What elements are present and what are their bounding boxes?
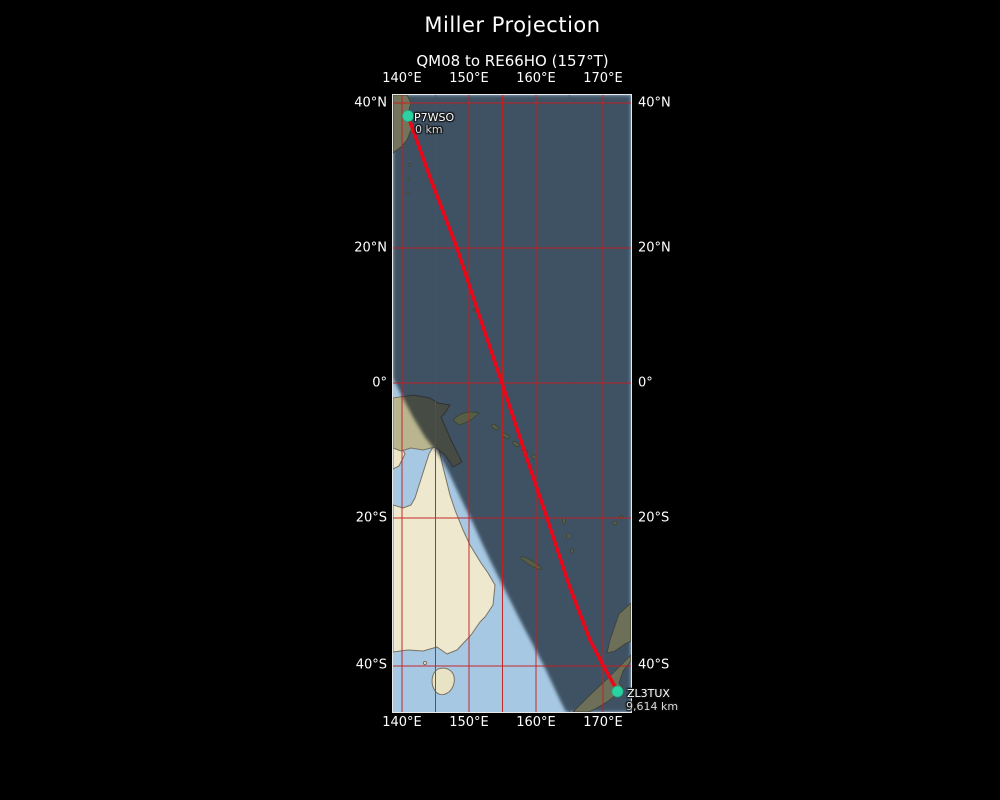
start-marker-callsign: P7WSO <box>414 111 455 124</box>
route-line <box>406 114 620 694</box>
map-svg <box>393 95 631 712</box>
lat-tick-left-20s: 20°S <box>355 510 387 526</box>
lon-tick-top-150e: 150°E <box>449 71 489 86</box>
lon-tick-top-140e: 140°E <box>382 71 422 86</box>
vanuatu-island <box>561 517 566 525</box>
solomon-island <box>512 440 520 448</box>
lat-tick-left-0: 0° <box>372 375 387 391</box>
night-landmasses <box>393 95 631 712</box>
lat-tick-left-40n: 40°N <box>354 95 387 111</box>
map-canvas <box>392 94 632 713</box>
end-marker-distance: 9,614 km <box>626 700 679 713</box>
lon-tick-bottom-170e: 170°E <box>583 715 623 730</box>
lat-tick-right-40s: 40°S <box>638 657 670 673</box>
end-marker-dot <box>611 685 624 698</box>
izu-island <box>408 163 412 167</box>
new-britain-island <box>452 411 480 426</box>
new-zealand-south-island <box>572 654 631 712</box>
lat-tick-right-20s: 20°S <box>638 510 670 526</box>
lat-tick-right-20n: 20°N <box>638 240 671 256</box>
lon-tick-top-160e: 160°E <box>516 71 556 86</box>
lat-tick-right-0: 0° <box>638 375 653 391</box>
lon-tick-top-170e: 170°E <box>583 71 623 86</box>
lon-tick-bottom-150e: 150°E <box>449 715 489 730</box>
lat-tick-left-40s: 40°S <box>355 657 387 673</box>
tasmania-island <box>431 667 455 696</box>
graticule <box>393 95 631 712</box>
bass-strait-islet <box>422 660 428 666</box>
route-subtitle: QM08 to RE66HO (157°T) <box>416 52 609 70</box>
vanuatu-island <box>570 547 574 554</box>
page-title: Miller Projection <box>424 13 601 37</box>
izu-island <box>407 177 411 181</box>
lon-tick-bottom-140e: 140°E <box>382 715 422 730</box>
end-marker-callsign: ZL3TUX <box>627 687 670 700</box>
night-shade-overlay <box>393 95 631 712</box>
solomon-island <box>491 423 499 431</box>
fiji-island <box>612 520 618 526</box>
lat-tick-right-40n: 40°N <box>638 95 671 111</box>
new-zealand-north-island <box>606 602 631 654</box>
izu-island <box>406 191 410 195</box>
start-marker-distance: 0 km <box>415 123 443 136</box>
lon-tick-bottom-160e: 160°E <box>516 715 556 730</box>
mariana-island <box>472 308 476 312</box>
lat-tick-left-20n: 20°N <box>354 240 387 256</box>
start-marker-dot <box>402 110 414 122</box>
